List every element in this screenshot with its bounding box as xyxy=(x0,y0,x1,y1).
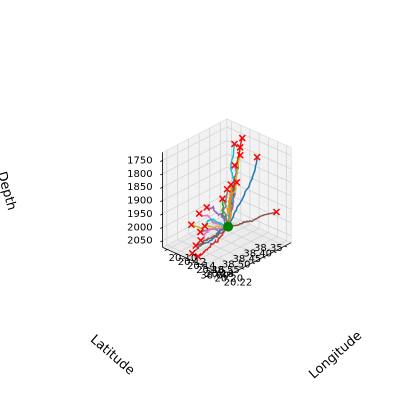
end-marker-20 xyxy=(223,185,231,193)
depth-tick-label: 2000 xyxy=(127,222,152,233)
grid-line xyxy=(226,126,292,157)
end-marker-10 xyxy=(230,140,238,148)
end-marker-7 xyxy=(195,210,203,218)
end-marker-1 xyxy=(253,153,261,161)
trajectory-line-16 xyxy=(191,224,229,230)
end-marker-18 xyxy=(197,236,205,244)
depth-tick-label: 1900 xyxy=(127,196,152,207)
end-marker-17 xyxy=(201,222,209,230)
end-markers xyxy=(187,134,280,260)
end-marker-3 xyxy=(236,143,244,151)
longitude-tick-label: 20.22 xyxy=(224,277,253,288)
grid-line xyxy=(203,232,269,267)
latitude-tick xyxy=(284,245,288,248)
depth-tick-label: 1850 xyxy=(127,182,152,193)
trajectory-line-18 xyxy=(200,225,229,241)
depth-tick xyxy=(160,213,163,216)
latitude-tick-label: 38.40 xyxy=(243,249,272,260)
depth-tick xyxy=(160,173,163,176)
longitude-tick xyxy=(219,273,223,276)
axis-lines xyxy=(162,152,292,277)
longitude-tick xyxy=(173,253,177,256)
grid-line xyxy=(162,153,228,188)
end-marker-9 xyxy=(236,151,244,159)
grid-line xyxy=(226,180,292,210)
longitude-tick xyxy=(210,269,214,272)
trajectory-line-6 xyxy=(227,211,277,228)
latitude-tick xyxy=(273,251,277,253)
depth-tick-label: 1800 xyxy=(127,169,152,180)
end-marker-15 xyxy=(203,203,211,211)
grid-line xyxy=(162,180,228,215)
end-marker-8 xyxy=(196,228,204,236)
longitude-tick-label: 20.10 xyxy=(169,253,198,264)
trajectory-line-1 xyxy=(227,156,258,227)
longitude-tick xyxy=(192,261,195,264)
latitude-tick xyxy=(263,256,266,259)
depth-tick-label: 2050 xyxy=(127,236,152,247)
grid-line xyxy=(194,227,260,263)
grid-line xyxy=(162,126,228,161)
longitude-tick-label: 20.12 xyxy=(178,257,207,268)
end-marker-16 xyxy=(187,221,195,229)
longitude-tick xyxy=(164,249,168,251)
latitude-tick xyxy=(241,267,245,270)
depth-tick xyxy=(160,200,163,203)
tick-marks xyxy=(160,160,288,276)
latitude-axis-line xyxy=(226,242,292,277)
longitude-tick-label: 20.16 xyxy=(196,265,225,276)
latitude-tick-label: 38.60 xyxy=(200,271,229,282)
end-marker-19 xyxy=(188,249,196,257)
end-marker-11 xyxy=(192,242,200,250)
grid-line xyxy=(162,140,228,175)
grid-line xyxy=(162,166,228,201)
latitude-tick-label: 38.55 xyxy=(211,265,240,276)
latitude-tick xyxy=(252,262,255,265)
z-axis-label: Depth xyxy=(0,170,19,212)
longitude-tick xyxy=(183,257,186,260)
longitude-tick xyxy=(201,265,205,268)
y-axis-label: Latitude xyxy=(87,332,137,378)
depth-tick xyxy=(160,186,163,189)
x-axis-label: Longitude xyxy=(306,328,365,382)
grid-line xyxy=(162,193,228,228)
longitude-tick-label: 20.14 xyxy=(187,261,216,272)
grid-line xyxy=(212,236,278,271)
depth-tick xyxy=(160,160,163,162)
latitude-tick-label: 38.50 xyxy=(222,260,251,271)
grid-line xyxy=(226,193,292,223)
end-marker-2 xyxy=(233,178,241,186)
end-marker-13 xyxy=(194,252,202,260)
longitude-axis-line xyxy=(162,247,227,277)
end-marker-5 xyxy=(231,161,239,169)
longitude-tick-label: 20.18 xyxy=(205,269,234,280)
end-marker-4 xyxy=(238,134,246,142)
latitude-tick xyxy=(230,273,234,276)
end-marker-14 xyxy=(218,195,227,203)
depth-tick xyxy=(160,226,163,229)
depth-tick xyxy=(160,240,163,243)
tick-labels: 38.3538.4038.4538.5038.5538.6020.1020.12… xyxy=(127,155,283,288)
end-marker-6 xyxy=(272,208,280,216)
start-point-marker xyxy=(223,221,234,232)
depth-tick-label: 1750 xyxy=(127,155,152,166)
grid-line xyxy=(222,240,287,275)
longitude-tick-label: 20.20 xyxy=(215,273,244,284)
grid-line xyxy=(226,206,292,237)
trajectory-line-12 xyxy=(227,184,233,227)
latitude-tick-label: 38.35 xyxy=(254,243,283,254)
trajectory-line-19 xyxy=(191,225,229,254)
latitude-tick-label: 38.45 xyxy=(233,254,262,265)
depth-tick-label: 1950 xyxy=(127,209,152,220)
